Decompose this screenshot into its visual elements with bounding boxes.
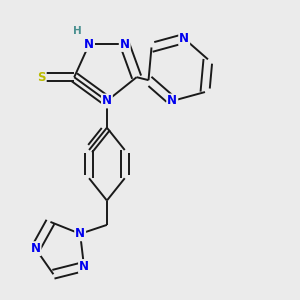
Text: N: N xyxy=(167,94,177,107)
Text: H: H xyxy=(73,26,82,36)
Text: N: N xyxy=(79,260,89,273)
Text: N: N xyxy=(179,32,189,45)
Text: N: N xyxy=(102,94,112,107)
Text: S: S xyxy=(37,71,46,84)
Text: N: N xyxy=(84,38,94,51)
Text: N: N xyxy=(75,227,85,240)
Text: N: N xyxy=(31,242,40,255)
Text: N: N xyxy=(120,38,130,51)
